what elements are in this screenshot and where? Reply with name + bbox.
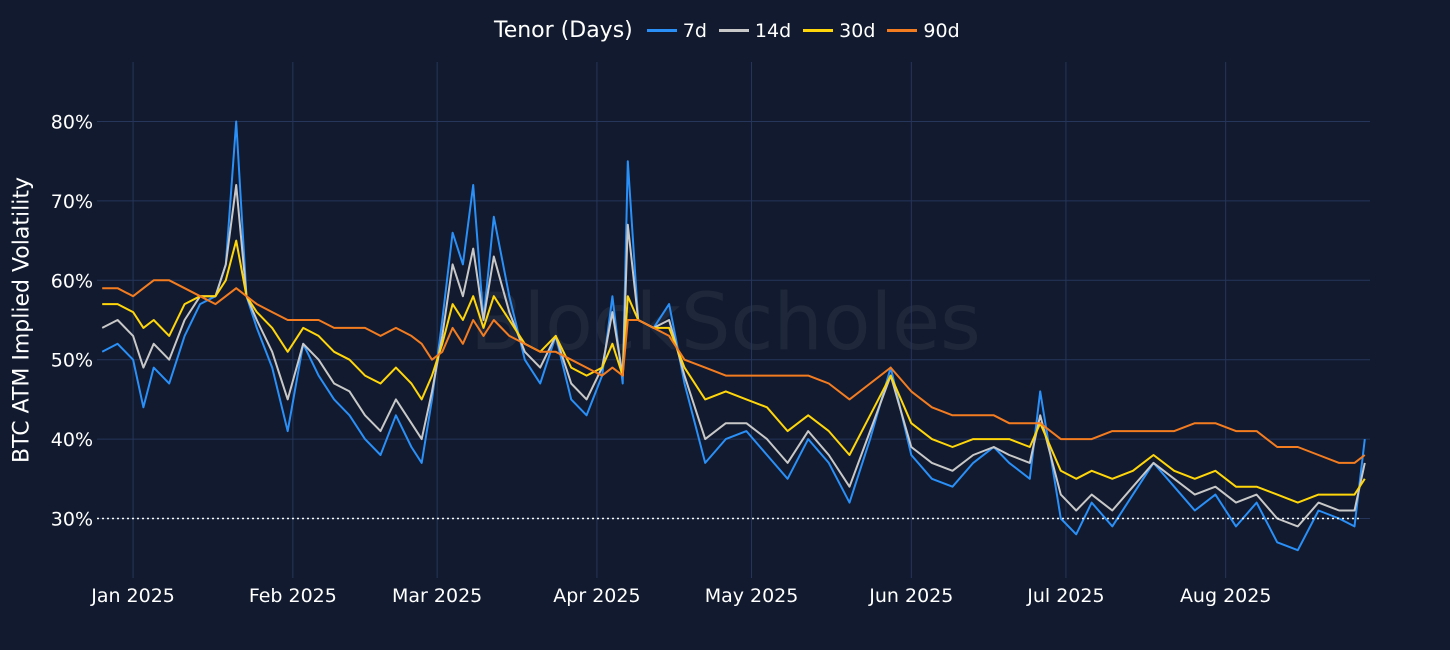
legend-label-7d: 7d xyxy=(682,19,707,42)
y-tick-label: 50% xyxy=(51,350,93,372)
legend-swatch-7d xyxy=(646,29,677,32)
y-tick-label: 30% xyxy=(51,508,93,530)
x-tick-label: Jul 2025 xyxy=(1026,585,1104,607)
legend-label-30d: 30d xyxy=(839,19,876,42)
series-line-7d xyxy=(101,120,1366,552)
x-tick-label: May 2025 xyxy=(705,585,799,607)
y-tick-label: 40% xyxy=(51,429,93,451)
legend-label-14d: 14d xyxy=(754,19,792,42)
legend-item-90d[interactable]: 90d xyxy=(887,19,960,42)
y-tick-label: 80% xyxy=(51,112,93,134)
legend-swatch-14d xyxy=(718,29,749,32)
legend-item-14d[interactable]: 14d xyxy=(718,19,792,42)
watermark-text: BlockScholes xyxy=(470,278,981,368)
y-tick-label: 70% xyxy=(51,191,93,213)
series-line-90d xyxy=(102,279,1366,464)
legend-swatch-30d xyxy=(803,29,834,32)
legend-title: Tenor (Days) xyxy=(494,18,633,43)
series-line-14d xyxy=(101,184,1366,528)
legend-item-7d[interactable]: 7d xyxy=(646,19,707,42)
y-tick-label: 60% xyxy=(51,270,93,292)
series-line-30d xyxy=(102,239,1366,504)
x-tick-label: Apr 2025 xyxy=(553,585,640,607)
x-tick-label: Aug 2025 xyxy=(1180,585,1272,607)
legend-label-90d: 90d xyxy=(923,19,960,42)
x-tick-label: Mar 2025 xyxy=(392,585,482,607)
y-axis-label: BTC ATM Implied Volatility xyxy=(9,177,35,463)
legend-swatch-90d xyxy=(887,29,918,32)
x-tick-label: Jun 2025 xyxy=(868,585,953,607)
legend-item-30d[interactable]: 30d xyxy=(803,20,875,42)
x-tick-label: Feb 2025 xyxy=(249,585,337,607)
x-tick-label: Jan 2025 xyxy=(90,585,175,607)
legend: Tenor (Days) 7d 14d 30d 90d xyxy=(494,18,972,43)
